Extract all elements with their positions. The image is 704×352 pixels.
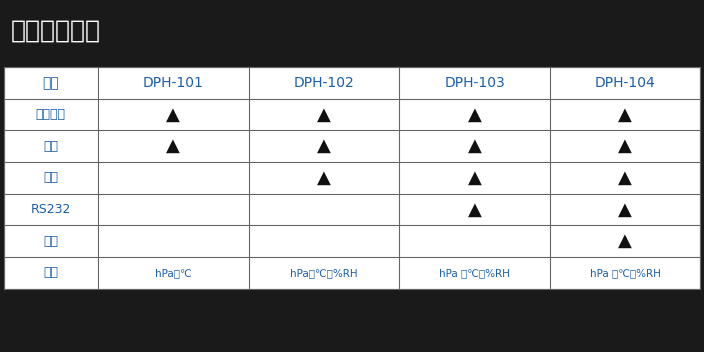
Text: ▲: ▲ <box>317 169 331 187</box>
Text: ▲: ▲ <box>618 105 632 124</box>
Text: hPa、℃、%RH: hPa、℃、%RH <box>290 268 358 278</box>
Text: ▲: ▲ <box>166 137 180 155</box>
Text: ▲: ▲ <box>618 137 632 155</box>
Text: ▲: ▲ <box>467 105 482 124</box>
Text: ▲: ▲ <box>166 105 180 124</box>
Text: DPH-104: DPH-104 <box>595 76 655 90</box>
Text: DPH-102: DPH-102 <box>294 76 354 90</box>
Text: 大气压力: 大气压力 <box>36 108 65 121</box>
Text: ▲: ▲ <box>317 137 331 155</box>
Text: ▲: ▲ <box>618 169 632 187</box>
Text: ▲: ▲ <box>618 200 632 219</box>
Text: 湿度: 湿度 <box>44 171 58 184</box>
Text: DPH-101: DPH-101 <box>143 76 204 90</box>
Text: ▲: ▲ <box>467 200 482 219</box>
Text: RS232: RS232 <box>30 203 71 216</box>
Text: 温度: 温度 <box>44 140 58 152</box>
Text: 单位: 单位 <box>44 266 58 279</box>
Text: ▲: ▲ <box>467 169 482 187</box>
Text: DPH-103: DPH-103 <box>444 76 505 90</box>
Text: 型号: 型号 <box>42 76 59 90</box>
Text: hPa、℃: hPa、℃ <box>155 268 191 278</box>
Text: 露点: 露点 <box>44 235 58 247</box>
Text: ▲: ▲ <box>467 137 482 155</box>
Text: ▲: ▲ <box>317 105 331 124</box>
Text: ▲: ▲ <box>618 232 632 250</box>
Text: hPa 、℃、%RH: hPa 、℃、%RH <box>439 268 510 278</box>
Text: hPa 、℃、%RH: hPa 、℃、%RH <box>590 268 660 278</box>
Text: 上海菱生电子: 上海菱生电子 <box>11 19 101 43</box>
